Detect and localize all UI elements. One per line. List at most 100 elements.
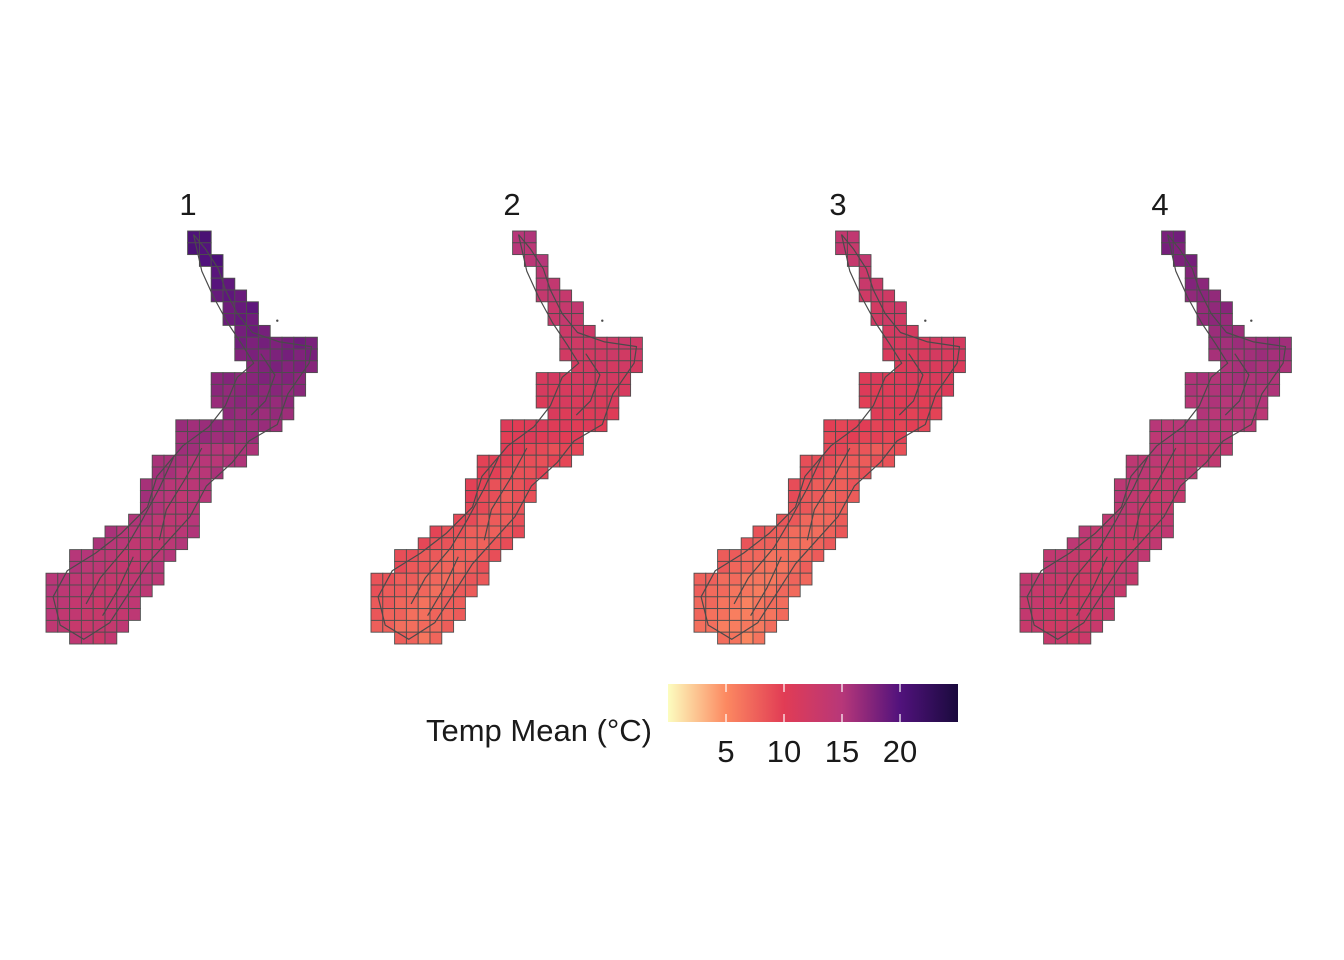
- grid-cell: [464, 572, 478, 586]
- grid-cell: [717, 549, 730, 562]
- grid-cell: [1066, 560, 1080, 574]
- grid-cell: [1208, 419, 1222, 433]
- grid-cell: [210, 383, 224, 397]
- grid-cell: [116, 537, 130, 551]
- grid-cell: [787, 549, 801, 562]
- grid-cell: [705, 572, 719, 586]
- grid-cell: [476, 466, 490, 480]
- grid-cell: [1066, 631, 1080, 645]
- grid-cell: [394, 572, 407, 586]
- grid-cell: [500, 454, 514, 468]
- grid-cell: [764, 584, 778, 598]
- grid-cell: [45, 572, 59, 586]
- grid-cell: [1137, 478, 1151, 492]
- grid-cell: [1149, 454, 1163, 468]
- grid-cell: [776, 549, 789, 562]
- grid-cell: [1208, 407, 1222, 421]
- grid-cell: [222, 313, 236, 326]
- grid-cell: [559, 431, 573, 444]
- grid-cell: [222, 372, 236, 385]
- grid-cell: [476, 560, 490, 574]
- region-boundary: [1076, 556, 1108, 617]
- grid-cell: [234, 289, 248, 303]
- grid-cell: [1113, 572, 1127, 586]
- grid-cell: [476, 501, 490, 515]
- grid-cell: [382, 596, 396, 610]
- grid-cell: [1196, 431, 1210, 444]
- grid-cell: [740, 596, 754, 610]
- map-panel-1: 1: [45, 187, 318, 645]
- coastline-outline: [1026, 234, 1287, 640]
- grid-cell: [1255, 407, 1269, 421]
- grid-cell: [547, 442, 561, 456]
- grid-cell: [1231, 360, 1245, 374]
- grid-cell: [293, 348, 307, 362]
- grid-cell: [894, 360, 907, 374]
- grid-cell: [405, 619, 419, 633]
- grid-cell: [835, 442, 848, 456]
- grid-cell: [941, 348, 955, 362]
- grid-cell: [57, 572, 71, 586]
- grid-cell: [1208, 442, 1222, 456]
- grid-cell: [382, 608, 396, 621]
- grid-cell: [293, 383, 307, 397]
- grid-cell: [246, 419, 259, 433]
- grid-cell: [905, 360, 919, 374]
- grid-cell: [929, 360, 943, 374]
- grid-cell: [1078, 560, 1092, 574]
- legend-title: Temp Mean (°C): [426, 713, 652, 748]
- grid-cell: [281, 407, 295, 421]
- grid-cell: [1043, 549, 1056, 562]
- grid-cell: [210, 442, 224, 456]
- grid-cell: [500, 513, 514, 527]
- grid-cell: [1054, 560, 1068, 574]
- grid-cell: [257, 360, 271, 374]
- grid-cell: [1054, 572, 1068, 586]
- grid-cell: [799, 572, 813, 586]
- grid-cell: [500, 525, 514, 539]
- grid-cell: [512, 501, 525, 515]
- grid-cell: [929, 407, 943, 421]
- grid-cell: [799, 513, 813, 527]
- grid-cell: [1113, 478, 1127, 492]
- grid-cell: [234, 395, 248, 409]
- grid-cell: [523, 466, 537, 480]
- grid-cell: [405, 608, 419, 621]
- grid-cell: [1220, 336, 1233, 350]
- grid-cell: [1161, 419, 1174, 433]
- grid-cell: [858, 466, 872, 480]
- grid-cell: [799, 490, 813, 503]
- grid-cell: [512, 442, 525, 456]
- grid-cell: [882, 419, 896, 433]
- grid-cell: [1184, 442, 1198, 456]
- island-marker: [276, 319, 279, 322]
- grid-cell: [394, 608, 407, 621]
- grid-cell: [1125, 572, 1139, 586]
- grid-cell: [535, 454, 549, 468]
- grid-cell: [559, 289, 573, 303]
- grid-cell: [858, 383, 872, 397]
- map-panel-3: 3: [693, 187, 966, 645]
- grid-cell: [705, 596, 719, 610]
- grid-cell: [246, 313, 259, 326]
- grid-cell: [281, 348, 295, 362]
- grid-cell: [293, 336, 307, 350]
- grid-cell: [858, 372, 872, 385]
- grid-cell: [728, 560, 742, 574]
- grid-cell: [1220, 419, 1233, 433]
- grid-cell: [57, 584, 71, 598]
- grid-cell: [941, 336, 955, 350]
- grid-cell: [1172, 431, 1186, 444]
- grid-cell: [523, 431, 537, 444]
- grid-cell: [1161, 490, 1174, 503]
- grid-cell: [1172, 254, 1186, 267]
- grid-cell: [1161, 442, 1174, 456]
- grid-cell: [582, 407, 596, 421]
- grid-cell: [606, 372, 620, 385]
- grid-cell: [1031, 584, 1045, 598]
- grid-cell: [500, 419, 514, 433]
- grid-cell: [1184, 372, 1198, 385]
- grid-cell: [1208, 348, 1222, 362]
- grid-cell: [1243, 395, 1257, 409]
- grid-cell: [594, 348, 608, 362]
